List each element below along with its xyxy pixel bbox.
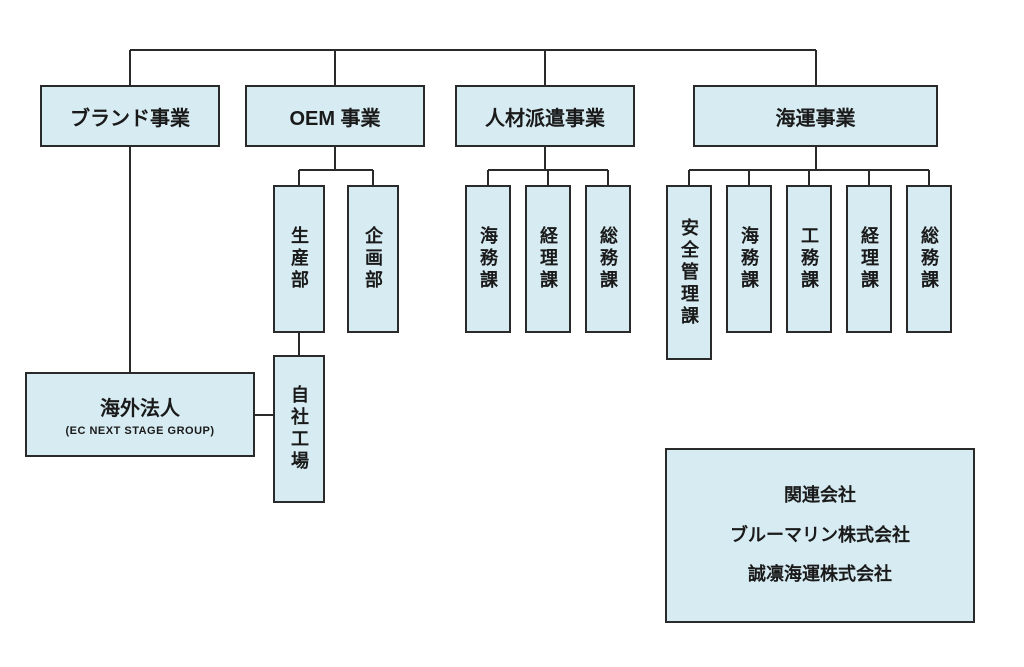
staffing-keiri: 経理課 xyxy=(525,185,571,333)
dept-factory: 自社工場 xyxy=(273,355,325,503)
marine-keiri: 経理課 xyxy=(846,185,892,333)
division-oem: OEM 事業 xyxy=(245,85,425,147)
related-line1: ブルーマリン株式会社 xyxy=(730,516,910,556)
label: 総務課 xyxy=(916,226,942,292)
division-brand: ブランド事業 xyxy=(40,85,220,147)
label: 人材派遣事業 xyxy=(485,102,605,131)
staffing-kaimu: 海務課 xyxy=(465,185,511,333)
label: 企画部 xyxy=(360,226,386,292)
org-chart: ブランド事業 OEM 事業 人材派遣事業 海運事業 生産部 企画部 自社工場 海… xyxy=(0,0,1024,667)
division-staffing: 人材派遣事業 xyxy=(455,85,635,147)
marine-soumu: 総務課 xyxy=(906,185,952,333)
division-marine: 海運事業 xyxy=(693,85,938,147)
label: 海運事業 xyxy=(776,102,856,131)
label: 生産部 xyxy=(286,226,312,292)
overseas-subtitle: (EC NEXT STAGE GROUP) xyxy=(65,425,214,437)
label: 安全管理課 xyxy=(676,218,702,328)
label: ブランド事業 xyxy=(70,102,190,131)
label: 海務課 xyxy=(736,226,762,292)
label: 工務課 xyxy=(796,226,822,292)
overseas-entity: 海外法人 (EC NEXT STAGE GROUP) xyxy=(25,372,255,457)
marine-anzen: 安全管理課 xyxy=(666,185,712,360)
dept-planning: 企画部 xyxy=(347,185,399,333)
related-line2: 誠凛海運株式会社 xyxy=(748,555,892,595)
marine-koumu: 工務課 xyxy=(786,185,832,333)
marine-kaimu: 海務課 xyxy=(726,185,772,333)
label: 経理課 xyxy=(856,226,882,292)
related-title: 関連会社 xyxy=(784,476,856,516)
label: 海務課 xyxy=(475,226,501,292)
staffing-soumu: 総務課 xyxy=(585,185,631,333)
overseas-title: 海外法人 xyxy=(100,392,180,421)
label: OEM 事業 xyxy=(289,102,380,131)
label: 自社工場 xyxy=(286,385,312,473)
dept-production: 生産部 xyxy=(273,185,325,333)
related-companies: 関連会社 ブルーマリン株式会社 誠凛海運株式会社 xyxy=(665,448,975,623)
label: 経理課 xyxy=(535,226,561,292)
label: 総務課 xyxy=(595,226,621,292)
